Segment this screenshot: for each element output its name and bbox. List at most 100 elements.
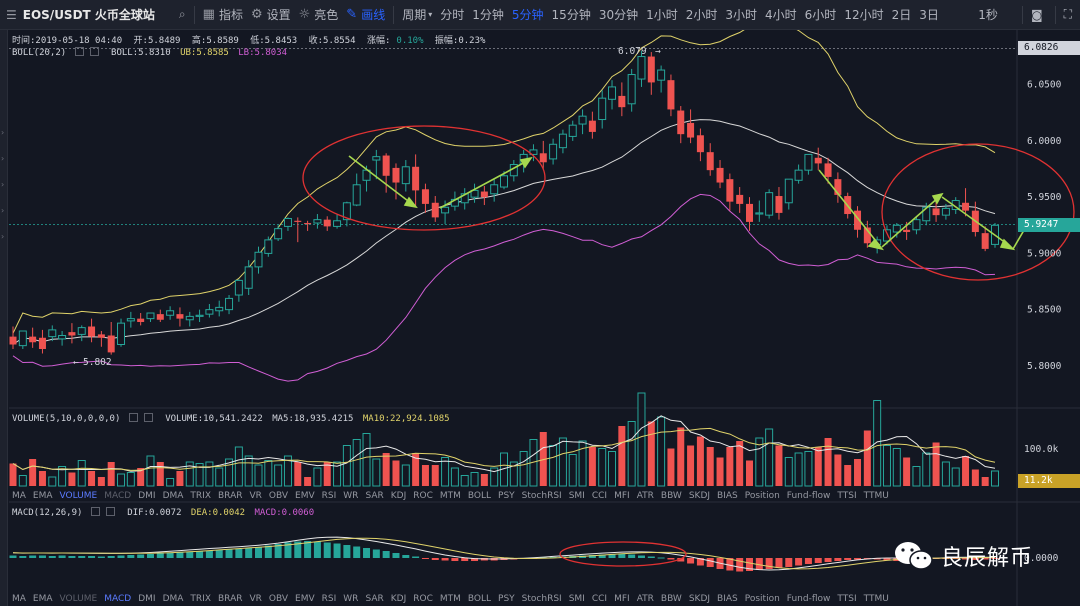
- indicator-tab-dma[interactable]: DMA: [162, 491, 184, 501]
- close-icon[interactable]: [143, 413, 153, 422]
- settings-icon[interactable]: [90, 507, 100, 516]
- draw-button[interactable]: ✎ 画线: [342, 0, 389, 30]
- indicator-tab-psy[interactable]: PSY: [498, 594, 515, 604]
- interval-11[interactable]: 2日: [891, 8, 912, 22]
- indicator-tab-macd[interactable]: MACD: [104, 594, 132, 604]
- interval-3[interactable]: 15分钟: [551, 8, 591, 22]
- interval-12[interactable]: 3日: [919, 8, 939, 22]
- indicator-tab-sar[interactable]: SAR: [365, 594, 384, 604]
- indicator-tab-fund-flow[interactable]: Fund-flow: [786, 594, 831, 604]
- indicator-button[interactable]: ▦ 指标: [199, 0, 247, 30]
- indicator-tab-atr[interactable]: ATR: [636, 491, 654, 501]
- indicator-tab-roc[interactable]: ROC: [413, 491, 433, 501]
- settings-icon[interactable]: [128, 413, 138, 422]
- indicator-tab-cci[interactable]: CCI: [591, 594, 608, 604]
- expand-arrow-icon[interactable]: ›: [1, 180, 5, 189]
- indicator-tab-ttsi[interactable]: TTSI: [837, 491, 857, 501]
- interval-0[interactable]: 分时: [440, 8, 465, 22]
- macd-bar: [765, 558, 773, 569]
- settings-icon[interactable]: [74, 47, 84, 56]
- indicator-tab-position[interactable]: Position: [744, 594, 780, 604]
- close-icon[interactable]: [105, 507, 115, 516]
- expand-arrow-icon[interactable]: ›: [1, 206, 5, 215]
- indicator-tab-ma[interactable]: MA: [12, 491, 26, 501]
- interval-10[interactable]: 12小时: [844, 8, 884, 22]
- interval-5[interactable]: 1小时: [646, 8, 678, 22]
- interval-8[interactable]: 4小时: [765, 8, 797, 22]
- indicator-tab-rsi[interactable]: RSI: [321, 491, 337, 501]
- refresh-rate[interactable]: 1秒: [978, 8, 998, 22]
- close-icon[interactable]: [89, 47, 99, 56]
- indicator-tab-emv[interactable]: EMV: [295, 594, 315, 604]
- indicator-tab-kdj[interactable]: KDJ: [390, 491, 407, 501]
- indicator-tab-brar[interactable]: BRAR: [218, 491, 243, 501]
- indicator-tab-ema[interactable]: EMA: [32, 594, 53, 604]
- fullscreen-icon[interactable]: ⛶: [1063, 7, 1072, 21]
- indicator-tab-bias[interactable]: BIAS: [717, 491, 738, 501]
- indicator-tab-mtm[interactable]: MTM: [439, 594, 461, 604]
- indicator-tab-wr[interactable]: WR: [343, 491, 359, 501]
- indicator-tab-skdj[interactable]: SKDJ: [688, 594, 711, 604]
- indicator-tab-brar[interactable]: BRAR: [218, 594, 243, 604]
- indicator-tab-bias[interactable]: BIAS: [717, 594, 738, 604]
- indicator-tab-volume[interactable]: VOLUME: [59, 594, 98, 604]
- settings-button[interactable]: ⚙ 设置: [247, 0, 295, 30]
- interval-4[interactable]: 30分钟: [598, 8, 639, 22]
- indicator-tab-bbw[interactable]: BBW: [660, 594, 682, 604]
- period-button[interactable]: 周期 ▾: [398, 0, 436, 30]
- indicator-tab-stochrsi[interactable]: StochRSI: [521, 594, 562, 604]
- indicator-tab-vr[interactable]: VR: [249, 491, 262, 501]
- indicator-tab-rsi[interactable]: RSI: [321, 594, 337, 604]
- indicator-tab-ema[interactable]: EMA: [32, 491, 53, 501]
- indicator-tab-smi[interactable]: SMI: [568, 594, 585, 604]
- indicator-tab-sar[interactable]: SAR: [365, 491, 384, 501]
- indicator-tab-position[interactable]: Position: [744, 491, 780, 501]
- indicator-tab-dmi[interactable]: DMI: [138, 491, 156, 501]
- price-chart[interactable]: 6.079 → ← 5.802 6.0500 6.0000 5.9500 5.9000…: [9, 30, 1080, 606]
- indicator-tab-dmi[interactable]: DMI: [138, 594, 156, 604]
- interval-9[interactable]: 6小时: [804, 8, 837, 22]
- indicator-tab-psy[interactable]: PSY: [498, 491, 515, 501]
- indicator-tab-volume[interactable]: VOLUME: [59, 491, 98, 501]
- indicator-tab-obv[interactable]: OBV: [268, 491, 289, 501]
- indicator-tab-ttmu[interactable]: TTMU: [863, 594, 889, 604]
- indicator-tab-stochrsi[interactable]: StochRSI: [521, 491, 562, 501]
- indicator-tab-dma[interactable]: DMA: [162, 594, 184, 604]
- theme-button[interactable]: ☼ 亮色: [295, 0, 343, 30]
- indicator-tab-ttmu[interactable]: TTMU: [863, 491, 889, 501]
- indicator-tab-wr[interactable]: WR: [343, 594, 359, 604]
- indicator-tab-ttsi[interactable]: TTSI: [837, 594, 857, 604]
- indicator-tab-roc[interactable]: ROC: [413, 594, 433, 604]
- indicator-tab-vr[interactable]: VR: [249, 594, 262, 604]
- indicator-tab-cci[interactable]: CCI: [591, 491, 608, 501]
- expand-arrow-icon[interactable]: ›: [1, 232, 5, 241]
- symbol-title[interactable]: EOS/USDT 火币全球站: [22, 8, 155, 22]
- indicator-tab-emv[interactable]: EMV: [295, 491, 315, 501]
- indicator-tab-ma[interactable]: MA: [12, 594, 26, 604]
- indicator-tab-smi[interactable]: SMI: [568, 491, 585, 501]
- indicator-tab-boll[interactable]: BOLL: [467, 594, 492, 604]
- indicator-tab-obv[interactable]: OBV: [268, 594, 289, 604]
- indicator-tab-mfi[interactable]: MFI: [614, 491, 630, 501]
- interval-6[interactable]: 2小时: [685, 8, 718, 22]
- indicator-tab-macd[interactable]: MACD: [104, 491, 132, 501]
- interval-1[interactable]: 1分钟: [472, 8, 504, 22]
- indicator-tab-atr[interactable]: ATR: [636, 594, 654, 604]
- indicator-tab-trix[interactable]: TRIX: [190, 491, 211, 501]
- candle-body: [176, 314, 184, 319]
- indicator-tab-trix[interactable]: TRIX: [190, 594, 211, 604]
- expand-arrow-icon[interactable]: ›: [1, 128, 5, 137]
- indicator-tab-boll[interactable]: BOLL: [467, 491, 492, 501]
- indicator-tab-mfi[interactable]: MFI: [614, 594, 630, 604]
- menu-icon[interactable]: ☰: [6, 7, 17, 22]
- indicator-tab-skdj[interactable]: SKDJ: [688, 491, 711, 501]
- camera-icon[interactable]: ◙: [1030, 7, 1043, 22]
- indicator-tab-kdj[interactable]: KDJ: [390, 594, 407, 604]
- search-icon[interactable]: ⌕: [178, 7, 186, 21]
- indicator-tab-mtm[interactable]: MTM: [439, 491, 461, 501]
- indicator-tab-bbw[interactable]: BBW: [660, 491, 682, 501]
- indicator-tab-fund-flow[interactable]: Fund-flow: [786, 491, 831, 501]
- expand-arrow-icon[interactable]: ›: [1, 154, 5, 163]
- interval-7[interactable]: 3小时: [725, 8, 758, 22]
- interval-2[interactable]: 5分钟: [511, 8, 544, 22]
